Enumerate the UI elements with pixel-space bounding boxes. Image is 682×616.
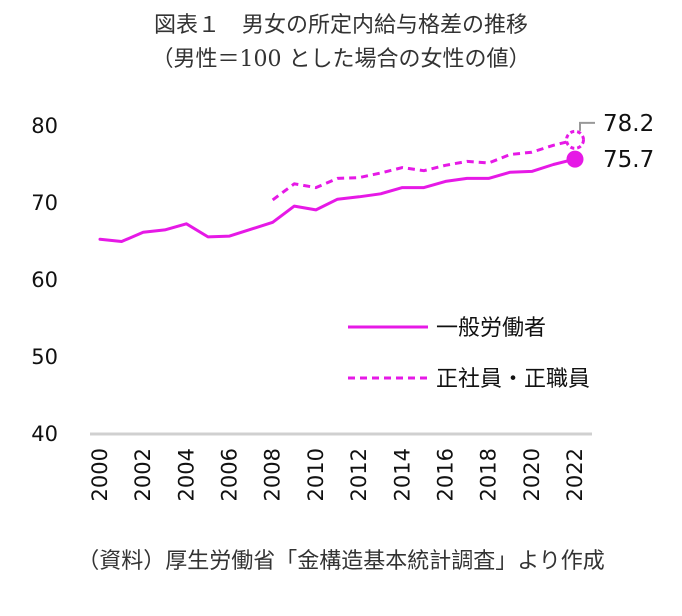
x-tick-label: 2014 [390,448,414,501]
legend-label-regular-workers: 一般労働者 [436,316,546,341]
legend-label-full-time-employees: 正社員・正職員 [436,367,590,392]
chart-title: 図表１ 男女の所定内給与格差の推移 [153,13,528,38]
x-tick-label: 2012 [347,448,371,501]
x-tick-label: 2022 [563,448,587,501]
y-axis-labels: 40 50 60 70 80 [31,114,58,446]
x-tick-label: 2018 [477,448,501,501]
series-line-regular-workers [98,157,577,243]
x-tick-label: 2002 [131,448,155,501]
chart-subtitle: （男性＝100 とした場合の女性の値） [151,47,531,72]
y-tick-label: 50 [31,345,58,369]
x-tick-label: 2004 [174,448,198,501]
source-note: （資料）厚生労働省「金構造基本統計調査」より作成 [77,549,605,574]
x-axis-labels: 2000 2002 2004 2006 2008 2010 2012 2014 2016 2018… [88,448,587,501]
x-tick-label: 2000 [88,448,112,501]
y-tick-label: 70 [31,191,58,215]
x-tick-label: 2016 [433,448,457,501]
y-tick-label: 40 [31,422,58,446]
callout-leader [579,121,595,131]
y-tick-label: 60 [31,268,58,292]
series-line-full-time-employees [271,138,576,202]
x-tick-label: 2006 [218,448,242,501]
end-markers: 75.7 78.2 [565,111,654,173]
end-value-label-full-time-employees: 78.2 [603,111,654,137]
x-tick-label: 2020 [520,448,544,501]
end-marker-regular-workers [566,150,584,168]
end-marker-full-time-employees [565,129,585,150]
y-tick-label: 80 [31,114,58,138]
x-tick-label: 2010 [304,448,328,501]
x-tick-label: 2008 [261,448,285,501]
series-layer [98,138,577,243]
legend: 一般労働者 正社員・正職員 [348,316,590,392]
end-value-label-regular-workers: 75.7 [603,147,654,173]
